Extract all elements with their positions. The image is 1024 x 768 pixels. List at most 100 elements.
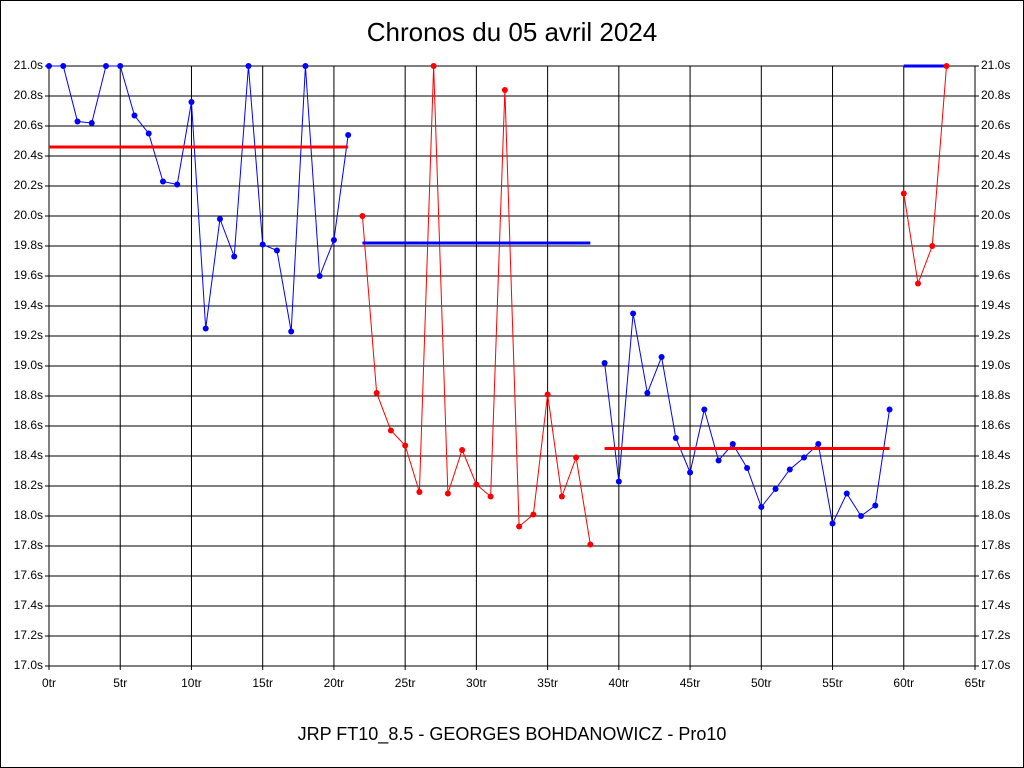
point xyxy=(245,63,252,69)
point xyxy=(558,493,565,500)
y-tick-label: 17.2s xyxy=(14,628,43,642)
point xyxy=(630,310,637,317)
point xyxy=(786,466,793,473)
y-tick-label: 18.0s xyxy=(14,508,43,522)
point xyxy=(815,441,822,447)
point xyxy=(587,541,594,548)
point xyxy=(943,63,950,69)
point xyxy=(259,241,266,248)
x-tick-label: 35tr xyxy=(537,676,558,690)
y-tick-label: 20.6s xyxy=(981,118,1010,132)
y-tick-label: 19.6s xyxy=(14,268,43,282)
x-tick-label: 60tr xyxy=(893,676,914,690)
point xyxy=(701,406,708,413)
point xyxy=(715,457,722,464)
point xyxy=(373,390,380,396)
point xyxy=(501,87,508,93)
y-tick-label: 17.4s xyxy=(981,598,1010,612)
point xyxy=(159,178,166,185)
point xyxy=(758,504,765,510)
point xyxy=(516,523,523,530)
y-tick-label: 20.2s xyxy=(981,178,1010,192)
y-tick-label: 17.8s xyxy=(14,538,43,552)
y-tick-label: 19.8s xyxy=(14,238,43,252)
series-line xyxy=(903,65,948,286)
point xyxy=(459,447,466,453)
x-tick-label: 0tr xyxy=(42,676,56,690)
point xyxy=(915,280,922,287)
point xyxy=(929,243,936,249)
point xyxy=(473,481,480,488)
point xyxy=(886,406,893,413)
y-tick-label: 19.8s xyxy=(981,238,1010,252)
point xyxy=(302,63,309,69)
y-tick-label: 21.0s xyxy=(14,58,43,72)
y-tick-label: 18.6s xyxy=(14,418,43,432)
point xyxy=(843,490,850,497)
x-tick-label: 25tr xyxy=(395,676,416,690)
x-tick-label: 40tr xyxy=(609,676,630,690)
x-tick-label: 10tr xyxy=(181,676,202,690)
y-tick-label: 18.6s xyxy=(981,418,1010,432)
point xyxy=(672,435,679,441)
point xyxy=(402,442,409,449)
x-tick-label: 30tr xyxy=(466,676,487,690)
y-tick-label: 19.0s xyxy=(981,358,1010,372)
point xyxy=(544,391,551,398)
point xyxy=(117,63,124,69)
point xyxy=(202,325,209,332)
y-tick-label: 17.6s xyxy=(981,568,1010,582)
x-tick-label: 5tr xyxy=(113,676,127,690)
chart-title: Chronos du 05 avril 2024 xyxy=(367,17,658,47)
point xyxy=(801,454,808,461)
x-tick-label: 55tr xyxy=(822,676,843,690)
y-tick-label: 20.0s xyxy=(14,208,43,222)
y-tick-label: 17.8s xyxy=(981,538,1010,552)
y-tick-label: 19.6s xyxy=(981,268,1010,282)
plot-border xyxy=(48,65,976,667)
point xyxy=(46,63,52,69)
point xyxy=(174,181,181,188)
y-tick-label: 17.6s xyxy=(14,568,43,582)
point xyxy=(231,253,238,260)
y-tick-label: 20.4s xyxy=(14,148,43,162)
y-tick-label: 18.4s xyxy=(981,448,1010,462)
point xyxy=(829,520,836,527)
y-tick-label: 20.0s xyxy=(981,208,1010,222)
point xyxy=(102,63,109,69)
y-tick-label: 18.8s xyxy=(14,388,43,402)
y-tick-label: 17.2s xyxy=(981,628,1010,642)
point xyxy=(145,130,152,137)
point xyxy=(644,390,651,396)
chart-footer: JRP FT10_8.5 - GEORGES BOHDANOWICZ - Pro… xyxy=(298,724,727,745)
y-tick-label: 21.0s xyxy=(981,58,1010,72)
point xyxy=(444,490,451,497)
y-tick-label: 17.0s xyxy=(14,658,43,672)
y-tick-label: 18.2s xyxy=(981,478,1010,492)
point xyxy=(687,469,694,476)
y-tick-label: 18.8s xyxy=(981,388,1010,402)
point xyxy=(131,112,138,119)
y-tick-label: 19.0s xyxy=(14,358,43,372)
point xyxy=(316,273,323,279)
point xyxy=(188,99,195,105)
point xyxy=(74,118,81,125)
y-tick-label: 17.0s xyxy=(981,658,1010,672)
y-tick-label: 19.2s xyxy=(14,328,43,342)
point xyxy=(216,216,223,222)
point xyxy=(359,213,366,219)
point xyxy=(858,513,865,519)
x-tick-label: 65tr xyxy=(965,676,986,690)
x-tick-label: 15tr xyxy=(252,676,273,690)
point xyxy=(288,328,295,335)
point xyxy=(273,247,280,254)
y-tick-label: 20.8s xyxy=(14,88,43,102)
y-tick-label: 18.2s xyxy=(14,478,43,492)
y-tick-label: 20.6s xyxy=(14,118,43,132)
x-tick-label: 45tr xyxy=(680,676,701,690)
y-tick-label: 20.8s xyxy=(981,88,1010,102)
point xyxy=(729,441,736,447)
point xyxy=(487,493,494,500)
